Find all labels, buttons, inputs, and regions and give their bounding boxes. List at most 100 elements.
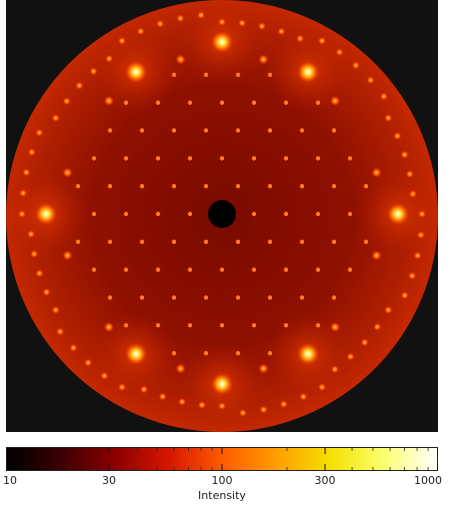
diffraction-spot-weak (123, 211, 129, 217)
diffraction-spot-weak (283, 267, 289, 272)
diffraction-spot-outer (22, 168, 31, 177)
diffraction-spot-weak (267, 72, 273, 78)
diffraction-spot-outer (346, 352, 355, 361)
diffraction-spot-weak (203, 239, 209, 245)
diffraction-spot-outer (19, 189, 28, 198)
diffraction-spot-weak (267, 239, 273, 245)
diffraction-spot-weak (203, 128, 209, 133)
diffraction-spot-outer (360, 338, 369, 347)
diffraction-spot-weak (203, 351, 209, 356)
diffraction-spot-weak (91, 267, 97, 272)
diffraction-spot-outer (178, 397, 187, 406)
diffraction-pattern (6, 0, 438, 432)
diffraction-spot-weak (171, 128, 177, 133)
diffraction-spot-outer (335, 48, 344, 57)
diffraction-spot-weak (283, 323, 289, 328)
diffraction-spot-outer (27, 230, 36, 239)
diffraction-spot-outer (100, 371, 109, 380)
diffraction-spot-strong (297, 61, 319, 83)
diffraction-spot-strong (125, 61, 147, 83)
diffraction-spot-outer (351, 61, 360, 70)
diffraction-spot-weak (267, 128, 273, 133)
diffraction-spot-outer (238, 19, 247, 28)
colorbar-tick-label: 1000 (414, 474, 442, 487)
diffraction-spot-weak (315, 267, 321, 272)
diffraction-spot-outer (393, 131, 402, 140)
diffraction-spot-mid (371, 250, 382, 261)
diffraction-spot-weak (331, 239, 337, 245)
diffraction-spot-weak (315, 156, 321, 161)
diffraction-spot-outer (30, 249, 39, 258)
diffraction-spot-strong (125, 343, 147, 365)
diffraction-spot-weak (219, 156, 225, 161)
diffraction-spot-outer (259, 405, 268, 414)
diffraction-spot-outer (35, 128, 44, 137)
diffraction-spot-outer (373, 322, 382, 331)
diffraction-spot-weak (187, 100, 193, 105)
diffraction-spot-weak (75, 239, 81, 245)
diffraction-spot-weak (267, 295, 273, 300)
diffraction-spot-weak (315, 211, 321, 217)
diffraction-spot-weak (347, 211, 353, 217)
diffraction-spot-mid (62, 250, 73, 261)
diffraction-spot-weak (139, 295, 145, 300)
colorbar-tick-label: 300 (314, 474, 336, 487)
diffraction-spot-weak (203, 183, 209, 189)
diffraction-spot-weak (251, 267, 257, 272)
diffraction-spot-outer (139, 385, 148, 394)
diffraction-spot-outer (156, 19, 165, 28)
diffraction-spot-weak (123, 100, 129, 105)
diffraction-spot-outer (296, 34, 305, 43)
diffraction-spot-weak (331, 183, 337, 189)
diffraction-spot-mid (330, 95, 341, 106)
diffraction-spot-weak (235, 128, 241, 133)
diffraction-spot-mid (258, 363, 269, 374)
diffraction-spot-weak (139, 128, 145, 133)
diffraction-spot-weak (123, 156, 129, 161)
colorbar (6, 447, 438, 471)
diffraction-spot-weak (315, 323, 321, 328)
diffraction-spot-outer (413, 251, 422, 260)
diffraction-spot-weak (139, 239, 145, 245)
diffraction-spot-mid (103, 322, 114, 333)
diffraction-spot-outer (62, 97, 71, 106)
diffraction-spot-weak (123, 267, 129, 272)
diffraction-spot-weak (283, 100, 289, 105)
colorbar-svg (6, 447, 438, 471)
diffraction-spot-outer (75, 81, 84, 90)
diffraction-spot-outer (105, 54, 114, 63)
diffraction-spot-strong (387, 203, 409, 225)
colorbar-tick-label: 10 (3, 474, 17, 487)
diffraction-spot-outer (118, 383, 126, 392)
diffraction-spot-weak (107, 128, 113, 133)
diffraction-spot-weak (219, 267, 225, 272)
diffraction-spot-weak (203, 72, 209, 78)
diffraction-spot-weak (203, 295, 209, 300)
diffraction-spot-strong (297, 343, 319, 365)
diffraction-image (6, 0, 438, 432)
diffraction-spot-weak (235, 239, 241, 245)
diffraction-spot-mid (371, 167, 382, 178)
diffraction-spot-weak (299, 128, 305, 133)
diffraction-spot-outer (408, 271, 417, 280)
diffraction-spot-outer (400, 150, 409, 159)
diffraction-spot-weak (107, 239, 113, 245)
diffraction-spot-strong (35, 203, 57, 225)
colorbar-tick-label: 100 (211, 474, 233, 487)
diffraction-spot-weak (171, 72, 177, 78)
diffraction-spot-weak (155, 267, 161, 272)
diffraction-spot-weak (187, 211, 193, 217)
diffraction-spot-mid (330, 322, 341, 333)
diffraction-spot-outer (89, 67, 98, 76)
diffraction-spot-outer (218, 18, 226, 26)
diffraction-spot-weak (171, 295, 177, 300)
diffraction-spot-weak (171, 183, 177, 189)
diffraction-spot-weak (299, 183, 305, 189)
diffraction-spot-weak (107, 295, 113, 300)
diffraction-spot-weak (171, 239, 177, 245)
diffraction-spot-outer (418, 210, 426, 218)
diffraction-spot-outer (257, 22, 266, 31)
diffraction-spot-outer (136, 27, 145, 36)
colorbar-label: Intensity (198, 489, 246, 502)
diffraction-spot-weak (331, 128, 337, 133)
